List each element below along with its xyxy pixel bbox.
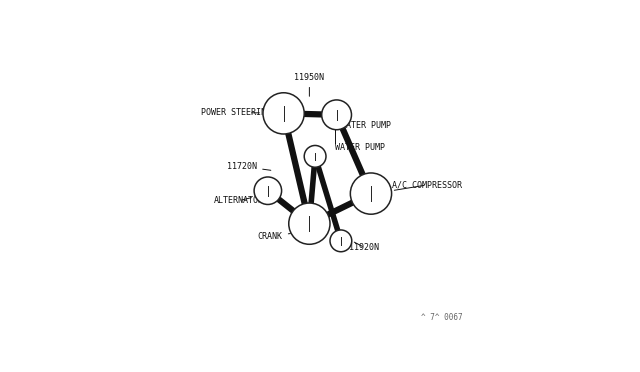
Circle shape bbox=[289, 203, 330, 244]
Text: POWER STEERING PUMP: POWER STEERING PUMP bbox=[202, 108, 296, 117]
Circle shape bbox=[304, 145, 326, 167]
Text: ^ 7^ 0067: ^ 7^ 0067 bbox=[421, 314, 463, 323]
Text: CRANK: CRANK bbox=[258, 232, 291, 241]
Text: 11950N: 11950N bbox=[294, 73, 324, 96]
Circle shape bbox=[330, 230, 352, 252]
Text: 11920N: 11920N bbox=[349, 242, 380, 252]
Text: WATER PUMP: WATER PUMP bbox=[335, 144, 385, 153]
Text: 11720N: 11720N bbox=[227, 162, 271, 171]
Circle shape bbox=[254, 177, 282, 205]
Text: A/C COMPRESSOR: A/C COMPRESSOR bbox=[392, 180, 461, 190]
Circle shape bbox=[263, 93, 304, 134]
Circle shape bbox=[322, 100, 351, 130]
Text: WATER PUMP: WATER PUMP bbox=[341, 121, 391, 130]
Text: ALTERNATOR: ALTERNATOR bbox=[213, 196, 264, 205]
Circle shape bbox=[350, 173, 392, 214]
